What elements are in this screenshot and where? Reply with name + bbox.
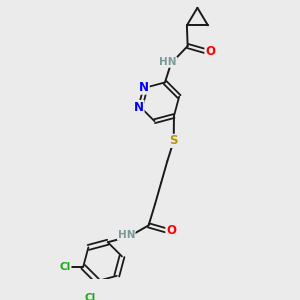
Text: O: O — [205, 45, 215, 58]
Text: O: O — [166, 224, 176, 238]
Text: N: N — [139, 81, 149, 94]
Text: HN: HN — [159, 57, 177, 67]
Text: S: S — [169, 134, 178, 147]
Text: Cl: Cl — [60, 262, 71, 272]
Text: HN: HN — [118, 230, 135, 240]
Text: N: N — [134, 100, 144, 113]
Text: Cl: Cl — [85, 293, 96, 300]
